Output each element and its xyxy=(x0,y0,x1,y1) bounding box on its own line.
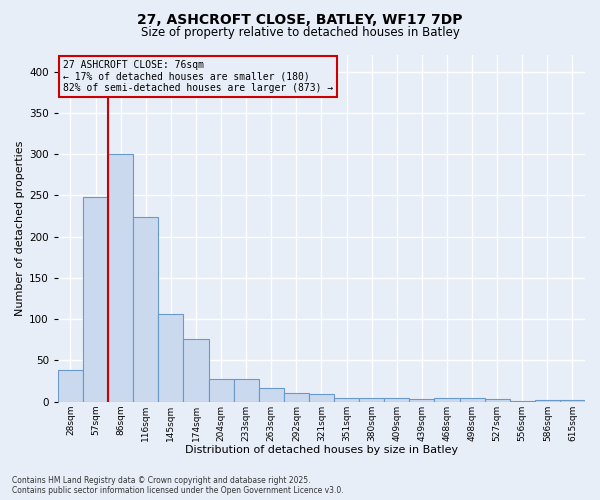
Bar xyxy=(359,398,384,402)
Bar xyxy=(460,398,485,402)
X-axis label: Distribution of detached houses by size in Batley: Distribution of detached houses by size … xyxy=(185,445,458,455)
Bar xyxy=(58,370,83,402)
Text: Size of property relative to detached houses in Batley: Size of property relative to detached ho… xyxy=(140,26,460,39)
Bar xyxy=(284,394,309,402)
Bar xyxy=(560,400,585,402)
Bar xyxy=(83,197,108,402)
Bar xyxy=(334,398,359,402)
Text: 27 ASHCROFT CLOSE: 76sqm
← 17% of detached houses are smaller (180)
82% of semi-: 27 ASHCROFT CLOSE: 76sqm ← 17% of detach… xyxy=(63,60,334,94)
Bar xyxy=(259,388,284,402)
Bar xyxy=(108,154,133,402)
Bar xyxy=(510,401,535,402)
Bar xyxy=(309,394,334,402)
Bar xyxy=(209,380,233,402)
Bar xyxy=(409,399,434,402)
Bar xyxy=(133,217,158,402)
Bar xyxy=(485,399,510,402)
Text: Contains HM Land Registry data © Crown copyright and database right 2025.
Contai: Contains HM Land Registry data © Crown c… xyxy=(12,476,344,495)
Bar xyxy=(434,398,460,402)
Bar xyxy=(158,314,184,402)
Bar xyxy=(535,400,560,402)
Bar xyxy=(384,398,409,402)
Bar xyxy=(233,380,259,402)
Y-axis label: Number of detached properties: Number of detached properties xyxy=(15,140,25,316)
Bar xyxy=(184,339,209,402)
Text: 27, ASHCROFT CLOSE, BATLEY, WF17 7DP: 27, ASHCROFT CLOSE, BATLEY, WF17 7DP xyxy=(137,12,463,26)
